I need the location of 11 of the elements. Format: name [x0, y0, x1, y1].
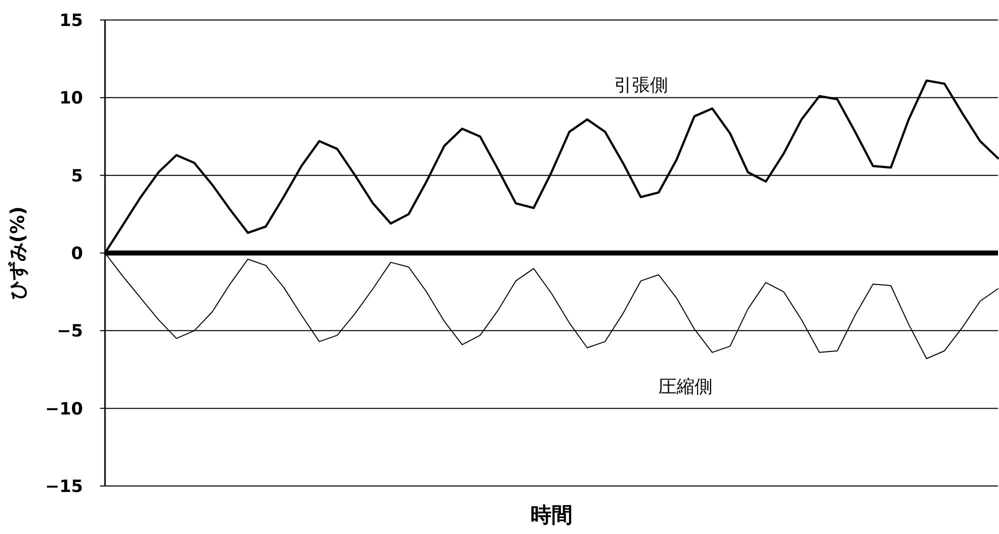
y-tick-label: 5 [71, 166, 83, 186]
series-label: 引張側 [614, 75, 668, 96]
y-tick-label: −5 [56, 322, 83, 342]
y-tick-label: 15 [59, 11, 83, 31]
y-tick-label: −15 [45, 477, 83, 497]
y-tick-label: 0 [71, 244, 84, 264]
y-tick-label: −10 [45, 399, 84, 420]
y-axis-title: ひずみ(%) [7, 206, 29, 300]
x-axis-title: 時間 [530, 503, 572, 527]
y-tick-label: 10 [59, 88, 84, 109]
series-label: 圧縮側 [658, 376, 712, 398]
